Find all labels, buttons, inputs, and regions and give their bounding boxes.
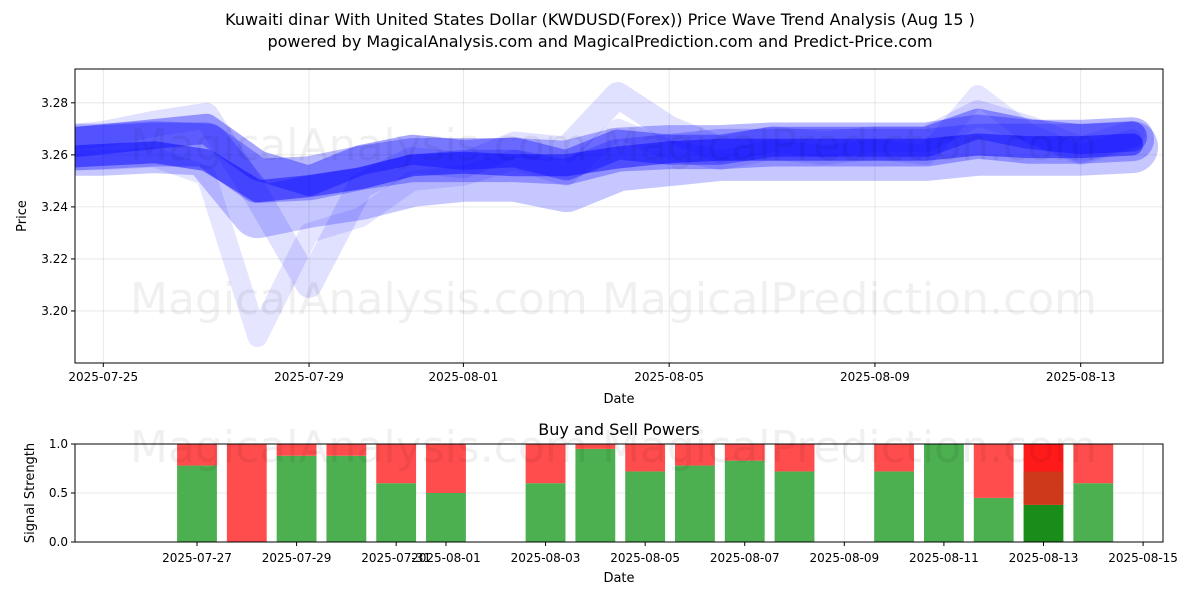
watermark-text: MagicalPrediction.com <box>602 120 1097 171</box>
x-tick-label: 2025-08-01 <box>429 370 499 384</box>
x-tick-label: 2025-08-03 <box>511 551 581 565</box>
sell-bar <box>177 444 217 466</box>
price-waves <box>75 82 1159 347</box>
price-grid <box>75 69 1163 363</box>
wave-series-2 <box>75 108 1148 196</box>
y-tick-label: 3.20 <box>41 304 68 318</box>
buy-sell-title: Buy and Sell Powers <box>538 420 700 439</box>
x-tick-label: 2025-08-09 <box>840 370 910 384</box>
price-plot-area <box>75 69 1163 363</box>
buy-bar <box>675 465 715 542</box>
sell-bar <box>874 444 915 472</box>
sell-bar <box>426 444 466 493</box>
buy-bar <box>973 497 1014 542</box>
sell-bar <box>675 444 715 466</box>
wave-series-3 <box>75 133 1144 203</box>
x-tick-label: 2025-08-11 <box>909 551 979 565</box>
sell-bar <box>376 444 417 484</box>
wave-series-4 <box>75 82 1146 298</box>
buy-sell-x-axis-label: Date <box>603 571 634 586</box>
buy-bar <box>774 471 815 542</box>
wave-series-6 <box>75 121 1159 239</box>
y-tick-label: 0.5 <box>49 486 68 500</box>
y-tick-label: 0.0 <box>49 535 68 549</box>
watermark-text: MagicalAnalysis.com <box>130 120 588 171</box>
x-tick-label: 2025-07-29 <box>274 370 344 384</box>
buy-bar <box>326 455 367 542</box>
mixed-bar <box>1023 471 1064 505</box>
sell-bar <box>774 444 815 472</box>
buy-bar <box>525 483 566 542</box>
buy-sell-y-axis-label: Signal Strength <box>23 443 38 543</box>
buy-bar <box>1023 504 1064 542</box>
buy-bar <box>426 493 466 542</box>
x-tick-label: 2025-07-29 <box>262 551 332 565</box>
buy-bar <box>276 455 317 542</box>
chart-title: Kuwaiti dinar With United States Dollar … <box>225 10 975 29</box>
buy-bar <box>625 471 666 542</box>
x-tick-label: 2025-08-13 <box>1009 551 1079 565</box>
sell-bar <box>226 444 267 542</box>
y-tick-label: 3.24 <box>41 200 68 214</box>
sell-bar <box>326 444 367 456</box>
x-tick-label: 2025-08-15 <box>1108 551 1178 565</box>
sell-bar <box>973 444 1014 498</box>
sell-bar <box>724 444 765 461</box>
watermark-text: MagicalAnalysis.com <box>130 274 588 325</box>
x-tick-label: 2025-08-13 <box>1046 370 1116 384</box>
buy-sell-bars <box>177 444 1114 542</box>
buy-bar <box>376 483 417 542</box>
wave-series-5 <box>75 85 1143 347</box>
y-tick-label: 3.22 <box>41 252 68 266</box>
buy-bar <box>923 444 964 542</box>
x-tick-label: 2025-07-25 <box>68 370 138 384</box>
sell-bar <box>575 444 616 449</box>
price-x-axis-label: Date <box>603 392 634 407</box>
y-tick-label: 3.26 <box>41 148 68 162</box>
buy-bar <box>874 471 915 542</box>
buy-bar <box>177 465 217 542</box>
sell-bar <box>625 444 666 472</box>
buy-bar <box>724 460 765 542</box>
wave-series-1 <box>75 114 1155 203</box>
x-tick-label: 2025-08-09 <box>809 551 879 565</box>
buy-bar <box>1073 483 1114 542</box>
x-tick-label: 2025-08-07 <box>710 551 780 565</box>
y-tick-label: 1.0 <box>49 437 68 451</box>
buy-bar <box>575 448 616 542</box>
price-wave-panel: MagicalAnalysis.com MagicalPrediction.co… <box>15 68 1164 407</box>
price-axes: 3.20 3.22 3.24 3.26 3.28 2025-07-25 2025-07-29… <box>41 96 1115 384</box>
watermark-text: MagicalPrediction.com <box>602 274 1097 325</box>
watermark-text: MagicalAnalysis.com <box>130 422 588 473</box>
buy-sell-panel: Buy and Sell Powers MagicalAnalysis.com … <box>23 420 1178 586</box>
watermark-text: MagicalPrediction.com <box>602 422 1097 473</box>
sell-bar <box>525 444 566 484</box>
x-tick-label: 2025-08-05 <box>610 551 680 565</box>
sell-bar <box>276 444 317 456</box>
chart-subtitle: powered by MagicalAnalysis.com and Magic… <box>267 32 933 51</box>
sell-bar <box>1073 444 1114 484</box>
x-tick-label: 2025-07-31 <box>361 551 431 565</box>
x-tick-label: 2025-08-01 <box>411 551 481 565</box>
y-tick-label: 3.28 <box>41 96 68 110</box>
x-tick-label: 2025-07-27 <box>162 551 232 565</box>
x-tick-label: 2025-08-05 <box>634 370 704 384</box>
price-plot-frame <box>74 68 1164 364</box>
price-y-axis-label: Price <box>15 200 30 232</box>
